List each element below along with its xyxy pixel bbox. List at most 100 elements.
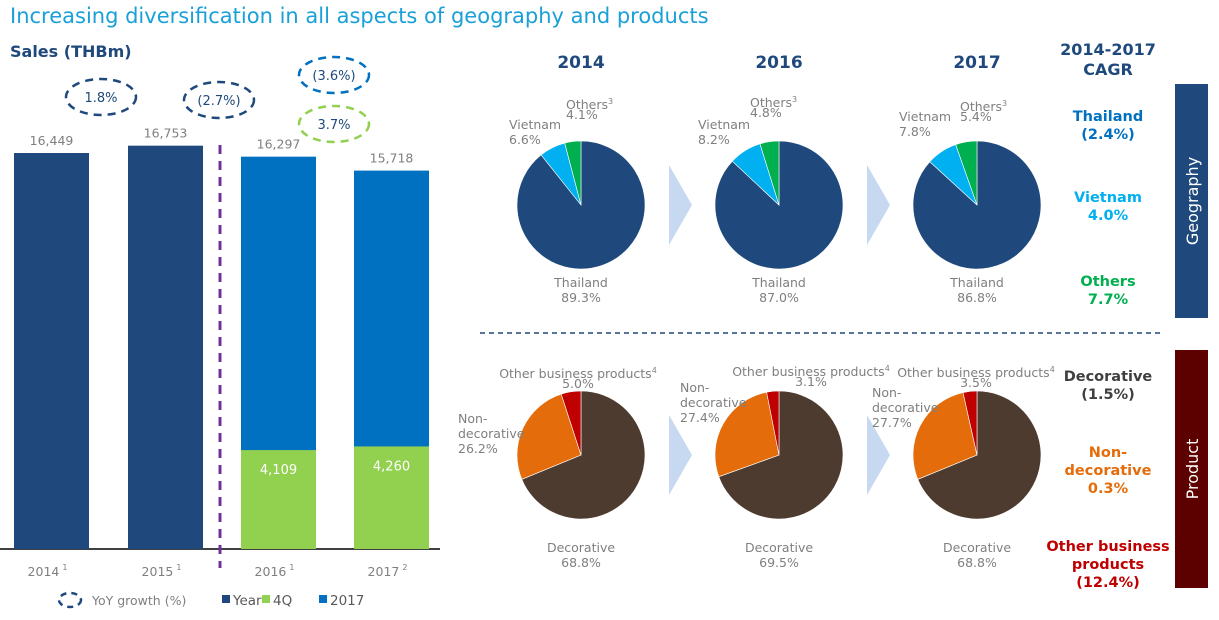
pie-label-footnote: 3	[1002, 99, 1007, 108]
x-tick-year: 2017	[368, 564, 400, 579]
pie-slice-other-business	[962, 390, 978, 456]
pie-label: Decorative 68.8%	[943, 540, 1011, 570]
bar-4q-label: 4,260	[373, 459, 410, 474]
pie-label-line: 8.2%	[698, 132, 730, 147]
pie-label-footnote: 4	[652, 366, 657, 375]
pie-label: Thailand 87.0%	[751, 275, 806, 305]
x-tick-footnote: 1	[176, 563, 181, 572]
x-tick-year: 2016	[255, 564, 287, 579]
pie-slice-other-business	[560, 390, 582, 456]
pie-label-line: Others	[566, 97, 608, 112]
cagr-product-value: decorative	[1065, 463, 1152, 479]
yoy-growth-label: 1.8%	[84, 91, 117, 106]
legend-swatch-Year	[222, 595, 230, 603]
yoy-growth-label: (2.7%)	[197, 94, 240, 109]
pie-label-line: Thailand	[949, 275, 1004, 290]
pie-label-line: decorative	[458, 426, 525, 441]
pie-label-line: Vietnam	[509, 117, 561, 132]
pie-label: Others3 5.4%	[960, 99, 1007, 124]
x-tick-label: 2015 1	[142, 563, 182, 579]
pie-label-line: 5.4%	[960, 109, 992, 124]
pie-label-footnote: 4	[885, 364, 890, 373]
cagr-product-value: (1.5%)	[1081, 387, 1134, 403]
cagr-geography-value: Vietnam	[1074, 190, 1142, 206]
legend-swatch-4Q	[262, 595, 270, 603]
yoy-growth-bubble	[182, 80, 256, 120]
pie-label-line: 87.0%	[759, 290, 799, 305]
legend-label: 4Q	[273, 593, 292, 609]
cagr-product-value: (12.4%)	[1076, 575, 1140, 591]
pie-label-line: 69.5%	[759, 555, 799, 570]
yoy-growth-label: (3.6%)	[312, 69, 355, 84]
legend-growth-label: YoY growth (%)	[91, 593, 186, 608]
cagr-header: 2014-2017	[1060, 40, 1156, 59]
pie-label: Vietnam 6.6%	[509, 117, 561, 147]
bar-value-label: 16,297	[257, 137, 301, 152]
pie-label-line: Others	[960, 99, 1002, 114]
pie-label-footnote: 3	[608, 97, 613, 106]
pie-label-line: 6.6%	[509, 132, 541, 147]
pie-label-line: Thailand	[553, 275, 608, 290]
pie-slice-decorative	[521, 390, 646, 520]
pie-label-line: 4.1%	[566, 107, 598, 122]
pie-label: Others3 4.8%	[750, 95, 797, 120]
pie-slice-others	[564, 140, 582, 206]
x-tick-label: 2016 1	[255, 563, 295, 579]
cagr-geography-value: (2.4%)	[1081, 127, 1134, 143]
geography-side-label: Geography	[1183, 157, 1202, 245]
cagr-product-value: 0.3%	[1088, 481, 1129, 497]
bar-4q-label: 4,109	[260, 463, 297, 478]
cagr-geography-value: 4.0%	[1088, 208, 1129, 224]
pie-label-line: Non-	[680, 380, 709, 395]
pie-slice-thailand	[912, 140, 1042, 270]
cagr-geography-value: Thailand	[1073, 109, 1143, 125]
x-tick-year: 2014	[28, 564, 60, 579]
pie-label: Other business products4 3.5%	[897, 365, 1055, 390]
pie-label-line: 68.8%	[957, 555, 997, 570]
pie-label-line: Vietnam	[698, 117, 750, 132]
pie-year-header: 2017	[953, 53, 1000, 73]
pie-label-line: 89.3%	[561, 290, 601, 305]
bar-chart-title: Sales (THBm)	[10, 42, 132, 61]
bar-4q-2017	[354, 446, 429, 549]
pie-label-line: Thailand	[751, 275, 806, 290]
pie-label-line: 86.8%	[957, 290, 997, 305]
x-tick-label: 2014 1	[28, 563, 68, 579]
pie-label-line: Decorative	[547, 540, 615, 555]
pie-slice-decorative	[917, 390, 1042, 520]
pie-label: Other business products4 3.1%	[732, 364, 890, 389]
pie-label-line: decorative	[872, 400, 939, 415]
pie-label: Vietnam 8.2%	[698, 117, 750, 147]
pie-label-line: 4.8%	[750, 105, 782, 120]
cagr-product-value: Non-	[1089, 445, 1127, 461]
pie-label-line: 7.8%	[899, 124, 931, 139]
x-tick-footnote: 2	[402, 563, 407, 572]
legend-growth-icon	[57, 591, 83, 609]
pie-year-header: 2014	[557, 53, 604, 73]
yoy-growth-bubble	[64, 77, 138, 117]
x-tick-year: 2015	[142, 564, 174, 579]
pie-label-line: 26.2%	[458, 441, 498, 456]
pie-label-footnote: 4	[1050, 365, 1055, 374]
slide-title: Increasing diversification in all aspect…	[10, 4, 709, 28]
x-tick-footnote: 1	[289, 563, 294, 572]
bar-value-label: 16,753	[144, 126, 188, 141]
x-tick-label: 2017 2	[368, 563, 408, 579]
pie-slice-others	[759, 140, 780, 206]
pie-label-line: decorative	[680, 395, 747, 410]
pie-label: Non-decorative 26.2%	[458, 411, 525, 456]
pie-label-line: Other business products	[732, 364, 885, 379]
yoy-growth-bubble	[297, 104, 371, 144]
pie-slice-others	[955, 140, 978, 206]
pie-label: Other business products4 5.0%	[499, 366, 657, 391]
bar-2014	[14, 153, 89, 549]
legend-swatch-2017	[319, 595, 327, 603]
chevron-arrow-icon	[867, 415, 890, 495]
pie-label-line: 3.1%	[795, 374, 827, 389]
chevron-arrow-icon	[867, 165, 890, 245]
pie-slice-decorative	[718, 390, 844, 520]
